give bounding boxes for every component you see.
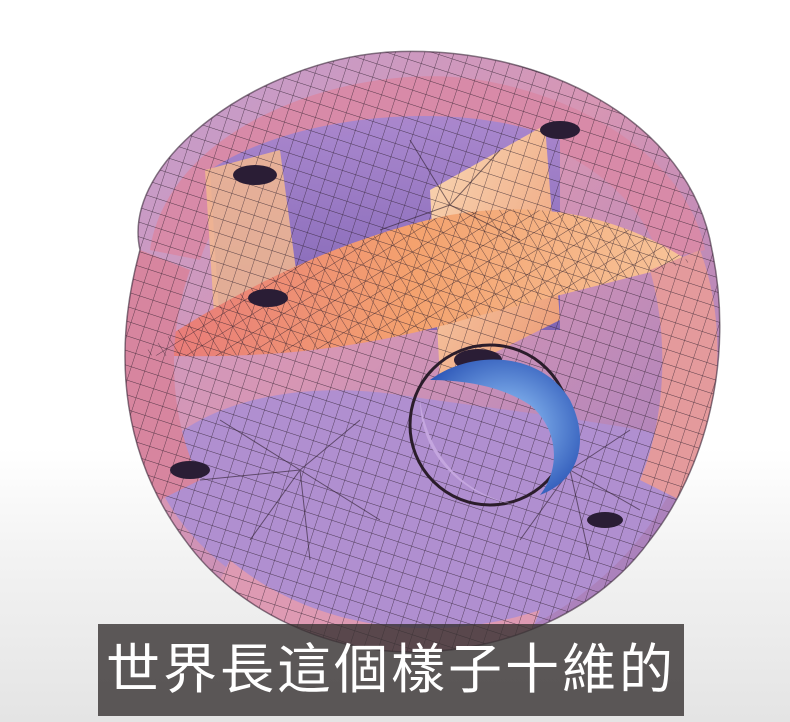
subtitle-text: 世界長這個樣子十維的: [106, 638, 676, 701]
radial-lines: [199, 139, 641, 561]
subtitle-box: 世界長這個樣子十維的: [98, 624, 684, 716]
circular-opening: [408, 343, 580, 507]
